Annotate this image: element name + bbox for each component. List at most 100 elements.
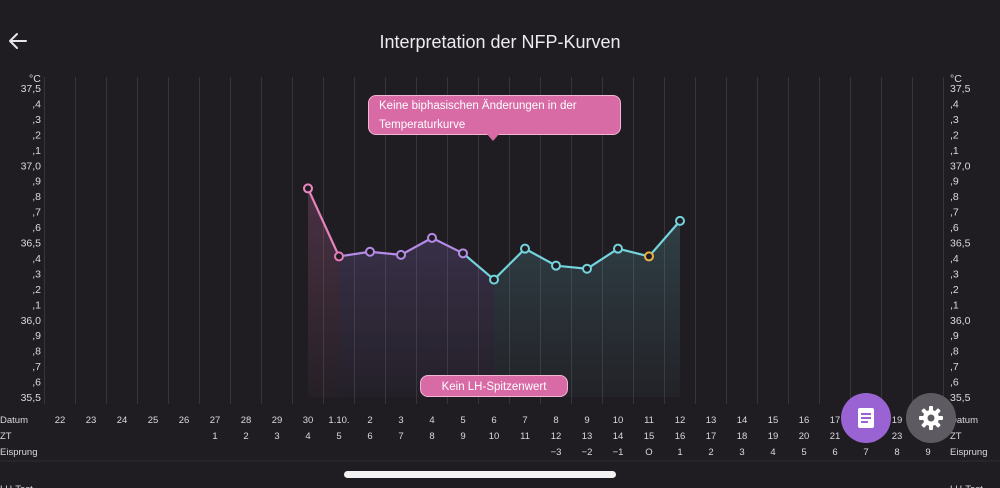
row-label-right-zt: ZT <box>950 431 962 442</box>
axis-tick-label-left: ,4 <box>32 253 41 265</box>
cell-datum: 27 <box>210 415 221 426</box>
cell-zt: 12 <box>551 431 562 442</box>
cell-datum: 11 <box>644 415 654 426</box>
cell-eisprung: −2 <box>582 447 593 458</box>
cell-eisprung: 8 <box>894 447 899 458</box>
cell-zt: 7 <box>398 431 403 442</box>
axis-tick-label-right: 35,5 <box>950 392 971 404</box>
home-indicator[interactable] <box>344 471 616 478</box>
lh-tooltip: Kein LH-Spitzenwert <box>420 375 568 397</box>
data-point <box>582 263 592 274</box>
cell-datum: 10 <box>613 415 624 426</box>
cell-datum: 26 <box>179 415 190 426</box>
axis-tick-label-left: ,8 <box>32 191 41 203</box>
cell-datum: 19 <box>892 415 903 426</box>
series-line-segment <box>399 236 434 256</box>
cell-zt: 21 <box>830 431 841 442</box>
notes-button[interactable] <box>841 393 891 443</box>
axis-tick-label-right: ,2 <box>950 129 959 141</box>
axis-tick-label-right: ,1 <box>950 145 959 157</box>
cell-eisprung: 1 <box>677 447 682 458</box>
cell-datum: 28 <box>241 415 252 426</box>
cell-datum: 6 <box>491 415 496 426</box>
axis-tick-label-left: ,6 <box>32 377 41 389</box>
data-point <box>427 232 437 243</box>
axis-tick-label-right: ,3 <box>950 114 959 126</box>
cell-eisprung: 9 <box>925 447 930 458</box>
axis-tick-label-left: ,7 <box>32 361 41 373</box>
cell-zt: 13 <box>582 431 593 442</box>
axis-tick-label-right: ,6 <box>950 377 959 389</box>
axis-tick-label-left: ,9 <box>32 176 41 188</box>
cell-datum: 12 <box>675 415 686 426</box>
series-line-segment <box>368 250 403 256</box>
cell-zt: 20 <box>799 431 810 442</box>
cell-datum: 25 <box>148 415 159 426</box>
cell-eisprung: −3 <box>551 447 562 458</box>
data-point <box>613 243 623 254</box>
cell-zt: 15 <box>644 431 655 442</box>
series-line-segment <box>306 187 341 258</box>
data-point <box>334 251 344 262</box>
cell-datum: 23 <box>86 415 97 426</box>
axis-tick-label-left: 37,5 <box>21 83 42 95</box>
cell-datum: 15 <box>768 415 779 426</box>
axis-tick-label-left: 36,0 <box>21 315 42 327</box>
row-label-zt: ZT <box>0 431 12 442</box>
cell-eisprung: O <box>645 447 652 458</box>
back-button[interactable] <box>4 26 34 56</box>
axis-tick-label-right: ,7 <box>950 207 959 219</box>
cell-zt: 4 <box>305 431 310 442</box>
gear-icon <box>919 406 943 430</box>
axis-tick-label-left: 37,0 <box>21 160 42 172</box>
cell-zt: 19 <box>768 431 779 442</box>
data-point <box>365 246 375 257</box>
axis-tick-label-right: 37,5 <box>950 83 971 95</box>
cell-datum: 3 <box>398 415 403 426</box>
series-line-segment <box>647 219 682 258</box>
cell-datum: 1.10. <box>328 415 349 426</box>
axis-tick-label-left: 35,5 <box>21 392 42 404</box>
clipboard-icon <box>858 408 874 428</box>
data-point <box>675 215 685 226</box>
axis-tick-label-right: ,6 <box>950 222 959 234</box>
row-label-lh-test: LH-Test <box>0 484 33 488</box>
cell-eisprung: 7 <box>863 447 868 458</box>
series-line-segment <box>430 236 465 255</box>
row-label-eisprung: Eisprung <box>0 447 38 458</box>
biphasic-tooltip: Keine biphasischen Änderungen in der Tem… <box>368 95 621 141</box>
cell-datum: 8 <box>553 415 558 426</box>
cell-zt: 23 <box>892 431 903 442</box>
axis-tick-label-right: ,4 <box>950 253 959 265</box>
cell-datum: 9 <box>584 415 589 426</box>
axis-tick-label-right: ,4 <box>950 98 959 110</box>
axis-unit-left: °C <box>29 73 41 85</box>
data-point <box>458 248 468 259</box>
area-fill <box>339 237 494 397</box>
cell-datum: 29 <box>272 415 283 426</box>
cell-datum: 22 <box>55 415 66 426</box>
axis-tick-label-left: ,8 <box>32 346 41 358</box>
axis-tick-label-right: ,7 <box>950 361 959 373</box>
data-point <box>303 183 313 194</box>
data-point <box>644 251 654 262</box>
axis-tick-label-left: ,2 <box>32 284 41 296</box>
series-line-segment <box>616 247 651 258</box>
cell-eisprung: 6 <box>832 447 837 458</box>
series-line-segment <box>461 252 496 281</box>
cell-zt: 14 <box>613 431 624 442</box>
axis-tick-label-left: ,1 <box>32 299 41 311</box>
axis-tick-label-left: ,7 <box>32 207 41 219</box>
axis-tick-label-left: ,3 <box>32 114 41 126</box>
axis-tick-label-left: ,2 <box>32 129 41 141</box>
settings-button[interactable] <box>906 393 956 443</box>
cell-zt: 17 <box>706 431 717 442</box>
cell-zt: 18 <box>737 431 748 442</box>
cell-zt: 2 <box>243 431 248 442</box>
axis-tick-label-right: ,8 <box>950 346 959 358</box>
cell-datum: 17 <box>830 415 841 426</box>
cell-datum: 16 <box>799 415 810 426</box>
cell-datum: 7 <box>522 415 527 426</box>
axis-tick-label-left: ,3 <box>32 268 41 280</box>
